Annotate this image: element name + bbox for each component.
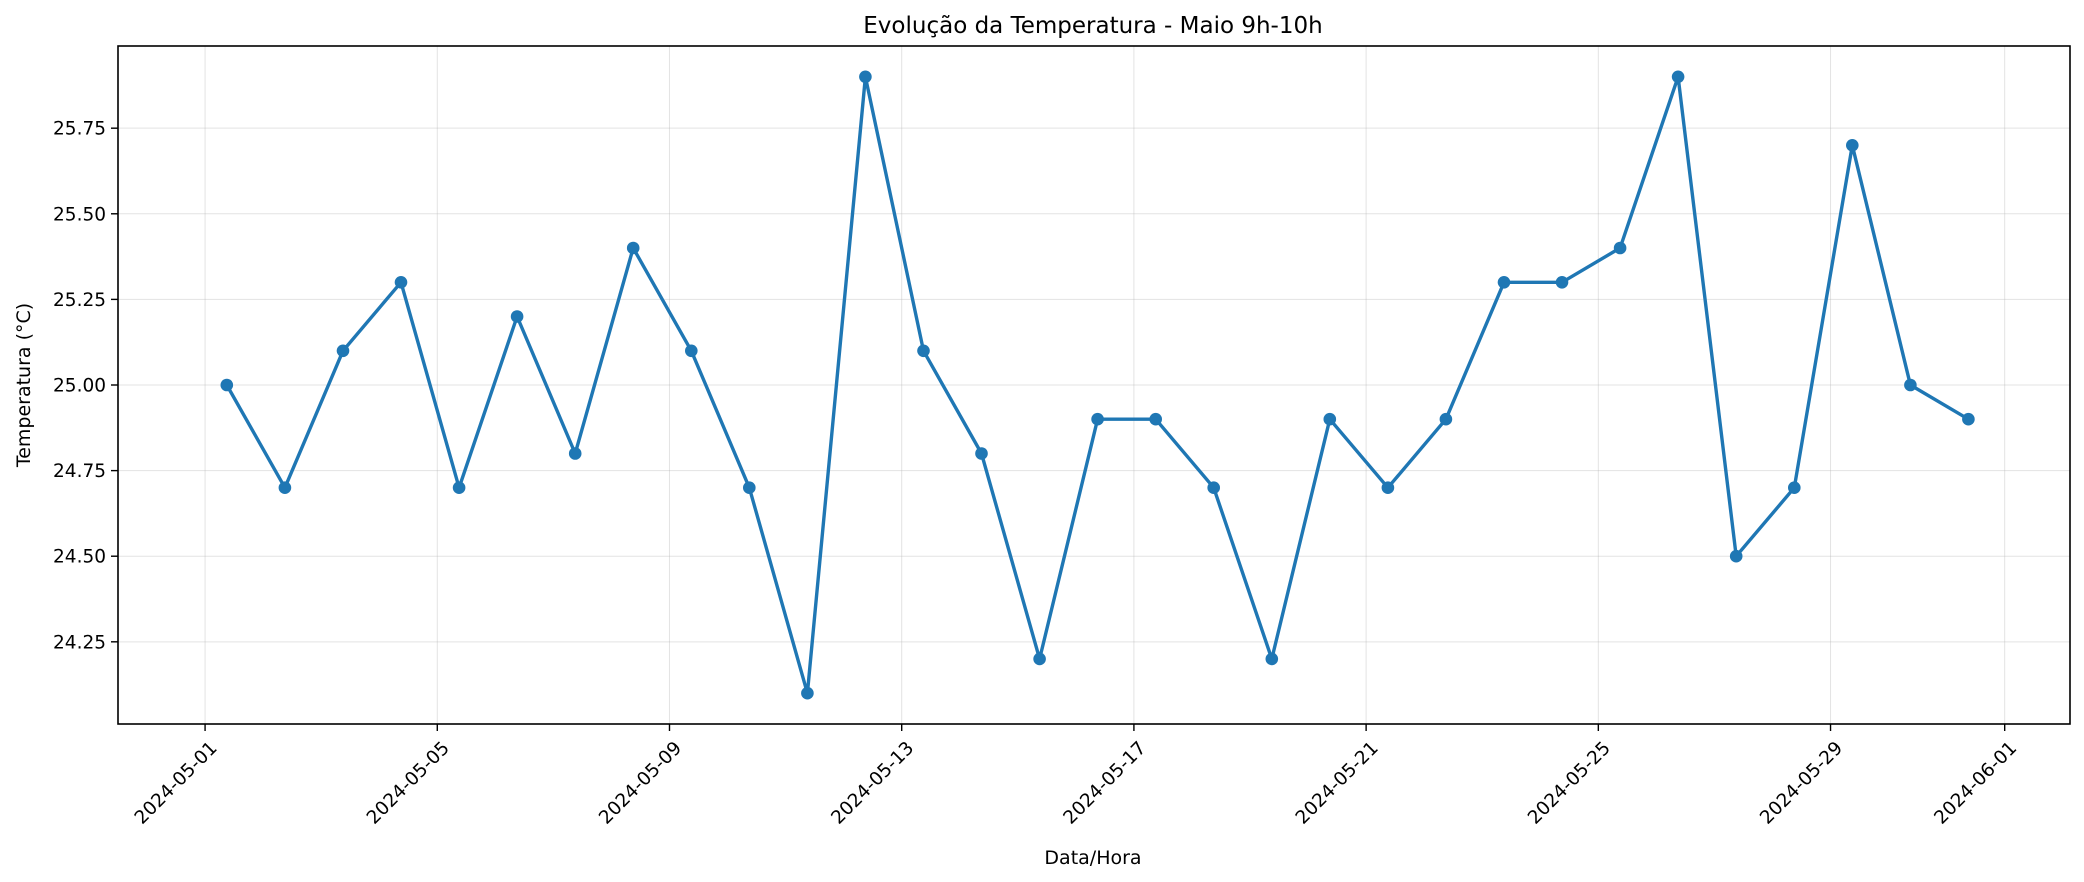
y-axis-title: Temperatura (°C)	[13, 303, 35, 468]
data-point	[917, 344, 930, 358]
y-tick-label: 24.50	[53, 547, 106, 568]
data-point	[1207, 481, 1220, 495]
data-point	[743, 481, 756, 495]
series-temperature	[220, 70, 1975, 700]
data-point	[452, 481, 466, 495]
data-point	[1497, 276, 1511, 289]
data-point	[1846, 139, 1859, 152]
data-point	[1381, 481, 1395, 495]
data-point	[1149, 412, 1162, 426]
data-point	[1091, 412, 1104, 426]
data-point	[1265, 652, 1279, 666]
data-point	[510, 310, 524, 323]
data-point	[1033, 652, 1046, 666]
data-point	[801, 686, 814, 700]
y-tick-label: 24.75	[53, 461, 106, 482]
data-point	[1671, 70, 1685, 84]
data-point	[626, 241, 640, 255]
y-tick-label: 25.00	[53, 376, 106, 397]
data-point	[975, 447, 988, 460]
y-tick-label: 25.25	[53, 290, 106, 311]
data-point	[394, 276, 408, 289]
data-point	[1904, 378, 1917, 392]
data-point	[1439, 412, 1453, 426]
grid-lines	[118, 46, 2070, 724]
data-point	[278, 481, 292, 495]
data-point	[568, 447, 582, 460]
data-point	[1962, 412, 1975, 426]
data-point	[1788, 481, 1801, 495]
data-point	[1323, 412, 1337, 426]
data-point	[1555, 276, 1569, 289]
y-tick-label: 24.25	[53, 632, 106, 653]
y-tick-label: 25.50	[53, 204, 106, 225]
chart-title: Evolução da Temperatura - Maio 9h-10h	[863, 13, 1322, 39]
x-axis-title: Data/Hora	[1044, 847, 1141, 869]
data-point	[220, 378, 234, 392]
y-axis: 24.25 24.50 24.75 25.00 25.25 25.50 25.75	[53, 119, 118, 653]
data-point	[336, 344, 350, 358]
data-point	[1729, 549, 1743, 563]
data-point	[859, 70, 872, 84]
data-point	[685, 344, 698, 358]
data-point	[1613, 241, 1627, 255]
y-tick-label: 25.75	[53, 119, 106, 140]
